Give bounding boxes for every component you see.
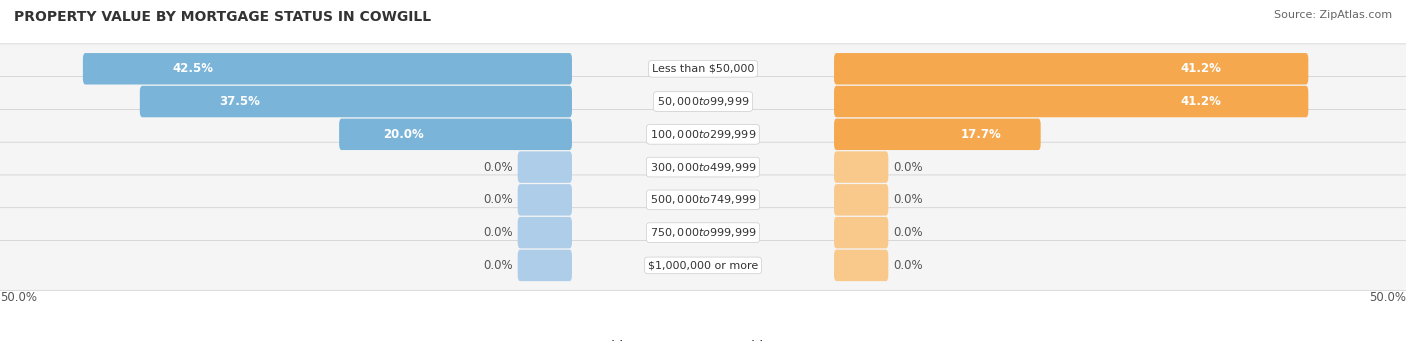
Text: 0.0%: 0.0% [893,259,922,272]
FancyBboxPatch shape [517,151,572,183]
Text: 20.0%: 20.0% [382,128,423,141]
FancyBboxPatch shape [517,250,572,281]
Text: $100,000 to $299,999: $100,000 to $299,999 [650,128,756,141]
FancyBboxPatch shape [834,151,889,183]
Text: 0.0%: 0.0% [484,226,513,239]
Text: $1,000,000 or more: $1,000,000 or more [648,261,758,270]
Text: 42.5%: 42.5% [173,62,214,75]
FancyBboxPatch shape [0,44,1406,94]
Text: PROPERTY VALUE BY MORTGAGE STATUS IN COWGILL: PROPERTY VALUE BY MORTGAGE STATUS IN COW… [14,10,432,24]
FancyBboxPatch shape [0,175,1406,225]
FancyBboxPatch shape [517,217,572,248]
Text: 0.0%: 0.0% [893,226,922,239]
Legend: Without Mortgage, With Mortgage: Without Mortgage, With Mortgage [574,336,832,341]
FancyBboxPatch shape [0,240,1406,290]
Text: 0.0%: 0.0% [484,259,513,272]
FancyBboxPatch shape [0,77,1406,127]
FancyBboxPatch shape [834,53,1309,85]
Text: 17.7%: 17.7% [962,128,1002,141]
FancyBboxPatch shape [0,208,1406,257]
Text: Source: ZipAtlas.com: Source: ZipAtlas.com [1274,10,1392,20]
FancyBboxPatch shape [0,142,1406,192]
Text: 0.0%: 0.0% [893,161,922,174]
Text: 0.0%: 0.0% [484,161,513,174]
Text: 41.2%: 41.2% [1181,95,1222,108]
FancyBboxPatch shape [83,53,572,85]
FancyBboxPatch shape [0,109,1406,159]
Text: 0.0%: 0.0% [484,193,513,206]
Text: 50.0%: 50.0% [0,291,37,304]
Text: 50.0%: 50.0% [1369,291,1406,304]
FancyBboxPatch shape [834,184,889,216]
FancyBboxPatch shape [834,86,1309,117]
FancyBboxPatch shape [339,119,572,150]
FancyBboxPatch shape [834,250,889,281]
Text: $50,000 to $99,999: $50,000 to $99,999 [657,95,749,108]
Text: 41.2%: 41.2% [1181,62,1222,75]
Text: Less than $50,000: Less than $50,000 [652,64,754,74]
FancyBboxPatch shape [834,217,889,248]
Text: $500,000 to $749,999: $500,000 to $749,999 [650,193,756,206]
FancyBboxPatch shape [139,86,572,117]
Text: 37.5%: 37.5% [219,95,260,108]
FancyBboxPatch shape [517,184,572,216]
Text: 0.0%: 0.0% [893,193,922,206]
Text: $750,000 to $999,999: $750,000 to $999,999 [650,226,756,239]
FancyBboxPatch shape [834,119,1040,150]
Text: $300,000 to $499,999: $300,000 to $499,999 [650,161,756,174]
